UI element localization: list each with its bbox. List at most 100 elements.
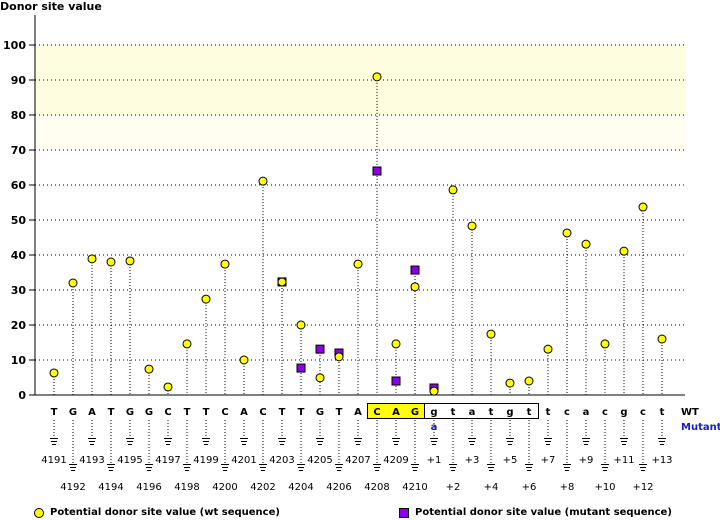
position-label: 4206 [326, 482, 351, 493]
mutant-point [372, 166, 382, 176]
mutant-point [296, 363, 306, 373]
position-label: 4193 [79, 455, 104, 466]
sequence-letter: c [640, 407, 646, 418]
mutant-point [391, 376, 401, 386]
y-tick-label: 10 [11, 354, 27, 367]
position-label: 4202 [250, 482, 275, 493]
sequence-letter: C [373, 407, 380, 418]
position-label: 4203 [269, 455, 294, 466]
sequence-letter: g [430, 407, 437, 418]
wt-point [581, 239, 591, 249]
wt-point [638, 202, 648, 212]
wt-point [87, 254, 97, 264]
position-label: +8 [560, 482, 575, 493]
wt-point [600, 339, 610, 349]
position-label: 4209 [383, 455, 408, 466]
wt-point [410, 282, 420, 292]
sequence-letter: t [660, 407, 665, 418]
wt-point [353, 259, 363, 269]
sequence-letter: T [184, 407, 191, 418]
position-label: +4 [484, 482, 499, 493]
wt-point [163, 382, 173, 392]
intron-box [424, 403, 539, 419]
wt-row-label: WT [681, 407, 699, 418]
legend-item-mutant: Potential donor site value (mutant seque… [399, 507, 672, 518]
wt-point [258, 176, 268, 186]
legend-circle-icon [34, 507, 44, 518]
position-label: 4205 [307, 455, 332, 466]
sequence-letter: t [451, 407, 456, 418]
position-label: +13 [651, 455, 672, 466]
sequence-letter: G [316, 407, 324, 418]
wt-point [619, 246, 629, 256]
wt-point [68, 278, 78, 288]
sequence-letter: T [108, 407, 115, 418]
wt-point [505, 378, 515, 388]
sequence-letter: T [279, 407, 286, 418]
wt-point [429, 386, 439, 396]
wt-point [486, 329, 496, 339]
sequence-letter: g [506, 407, 513, 418]
y-tick-label: 90 [11, 74, 27, 87]
position-label: 4196 [136, 482, 161, 493]
wt-point [467, 221, 477, 231]
sequence-letter: G [145, 407, 153, 418]
position-label: 4204 [288, 482, 313, 493]
highlight-band-low [36, 115, 686, 150]
y-tick-label: 0 [18, 389, 26, 402]
sequence-letter: G [126, 407, 134, 418]
sequence-letter: c [564, 407, 570, 418]
position-label: 4199 [193, 455, 218, 466]
mutant-point [315, 344, 325, 354]
y-tick-label: 60 [11, 179, 27, 192]
position-label: +10 [594, 482, 615, 493]
position-label: +12 [632, 482, 653, 493]
sequence-letter: g [620, 407, 627, 418]
sequence-letter: A [392, 407, 400, 418]
wt-point [296, 320, 306, 330]
wt-point [543, 344, 553, 354]
wt-point [315, 373, 325, 383]
wt-point [277, 277, 287, 287]
sequence-letter: t [527, 407, 532, 418]
wt-point [49, 368, 59, 378]
wt-point [657, 334, 667, 344]
wt-point [182, 339, 192, 349]
y-tick-label: 70 [11, 144, 27, 157]
sequence-letter: t [546, 407, 551, 418]
wt-point [144, 364, 154, 374]
wt-point [448, 185, 458, 195]
position-label: 4198 [174, 482, 199, 493]
position-label: 4191 [41, 455, 66, 466]
sequence-letter: T [336, 407, 343, 418]
position-label: 4201 [231, 455, 256, 466]
position-label: 4200 [212, 482, 237, 493]
highlight-band-high [36, 45, 686, 115]
y-tick-label: 80 [11, 109, 27, 122]
sequence-letter: G [69, 407, 77, 418]
mutant-point [410, 265, 420, 275]
y-tick-label: 50 [11, 214, 27, 227]
wt-point [334, 352, 344, 362]
wt-point [125, 256, 135, 266]
position-label: +9 [579, 455, 594, 466]
wt-point [106, 257, 116, 267]
y-tick-label: 30 [11, 284, 27, 297]
sequence-letter: C [164, 407, 171, 418]
sequence-letter: a [469, 407, 476, 418]
wt-point [391, 339, 401, 349]
sequence-letter: A [88, 407, 96, 418]
sequence-letter: a [583, 407, 590, 418]
sequence-letter: t [489, 407, 494, 418]
wt-point [239, 355, 249, 365]
legend-label-wt: Potential donor site value (wt sequence) [50, 507, 280, 518]
legend-square-icon [399, 507, 409, 518]
sequence-letter: T [203, 407, 210, 418]
position-label: 4194 [98, 482, 123, 493]
position-label: +3 [465, 455, 480, 466]
position-label: +6 [522, 482, 537, 493]
position-label: +11 [613, 455, 634, 466]
wt-point [524, 376, 534, 386]
